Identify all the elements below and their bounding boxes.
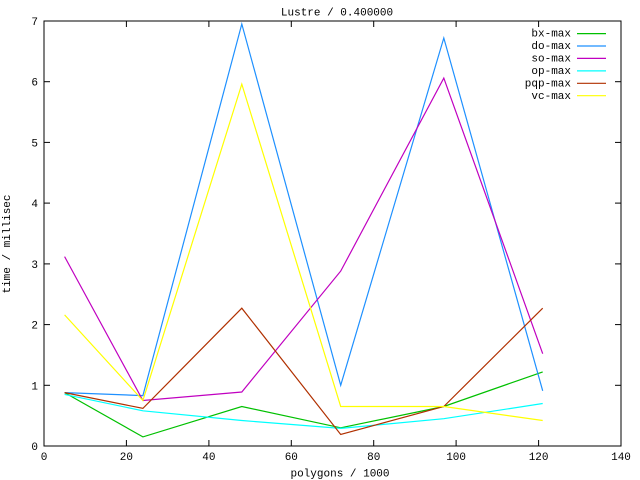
svg-text:Lustre / 0.400000: Lustre / 0.400000: [281, 7, 393, 19]
svg-text:pqp-max: pqp-max: [525, 78, 572, 90]
svg-text:7: 7: [31, 17, 38, 29]
svg-text:vc-max: vc-max: [531, 91, 571, 103]
svg-text:80: 80: [367, 452, 380, 464]
svg-text:20: 20: [120, 452, 133, 464]
svg-text:100: 100: [446, 452, 466, 464]
svg-text:4: 4: [31, 199, 38, 211]
svg-text:1: 1: [31, 381, 38, 393]
svg-text:time / millisec: time / millisec: [2, 194, 14, 293]
svg-text:2: 2: [31, 321, 38, 333]
svg-text:120: 120: [529, 452, 549, 464]
svg-text:do-max: do-max: [531, 41, 571, 53]
svg-text:polygons / 1000: polygons / 1000: [290, 469, 389, 480]
svg-text:0: 0: [41, 452, 48, 464]
svg-text:3: 3: [31, 260, 38, 272]
svg-text:5: 5: [31, 138, 38, 150]
svg-text:140: 140: [611, 452, 631, 464]
svg-text:bx-max: bx-max: [531, 29, 571, 41]
svg-text:op-max: op-max: [531, 66, 571, 78]
svg-text:6: 6: [31, 78, 38, 90]
svg-text:40: 40: [202, 452, 215, 464]
svg-text:0: 0: [31, 442, 38, 454]
svg-text:60: 60: [285, 452, 298, 464]
svg-text:so-max: so-max: [531, 54, 571, 66]
